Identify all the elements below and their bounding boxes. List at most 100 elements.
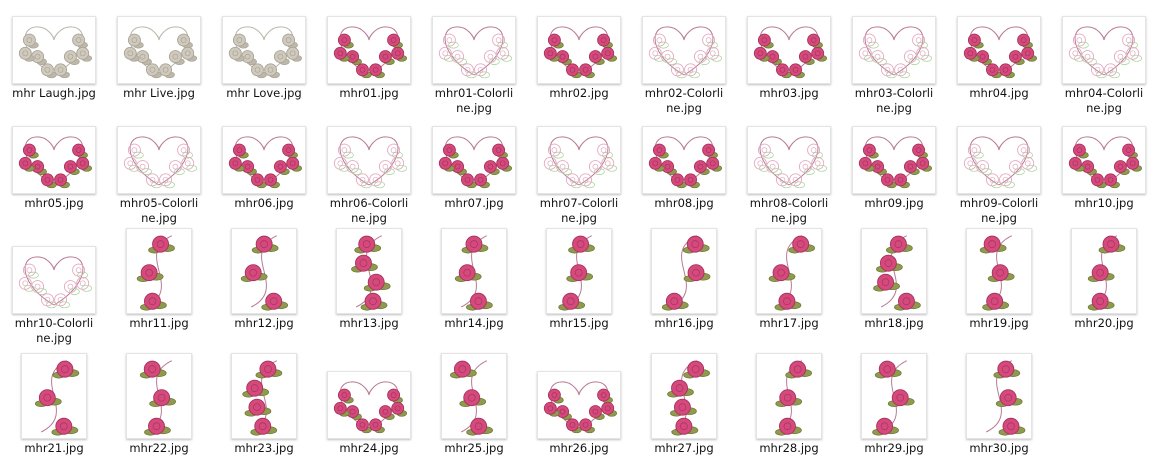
rose-center <box>390 392 397 398</box>
leaf <box>1073 54 1085 62</box>
rose <box>442 143 456 157</box>
rose-center <box>989 176 996 183</box>
rose-center <box>267 176 274 183</box>
rose <box>665 292 683 310</box>
rose-center <box>996 268 1005 277</box>
rose-center <box>289 160 296 167</box>
file-name: mhr02.jpg <box>549 86 609 100</box>
rose <box>588 160 602 174</box>
rose-center <box>382 53 389 60</box>
file-name: mhr19.jpg <box>969 316 1029 330</box>
rose-center <box>26 147 33 153</box>
thumbnail <box>861 228 927 314</box>
leaf <box>392 151 403 159</box>
file-name: mhr09.jpg <box>864 196 924 210</box>
file-name: mhr05-Colorline.jpg <box>119 196 199 225</box>
thumbnail <box>231 353 297 439</box>
leaf <box>164 181 175 189</box>
rose <box>775 63 789 77</box>
rose <box>693 160 707 174</box>
leaf <box>151 181 162 189</box>
rose-center <box>1084 53 1091 60</box>
rose-center <box>604 50 611 57</box>
thumbnail <box>756 228 822 314</box>
thumbnail <box>957 16 1041 84</box>
rose-center <box>499 160 506 167</box>
rose-center <box>814 50 821 57</box>
leaf <box>921 54 933 62</box>
rose-center <box>1094 176 1101 183</box>
rose-center <box>779 66 786 73</box>
rose <box>387 143 401 157</box>
rose-center <box>172 163 179 170</box>
rose <box>687 360 705 378</box>
rose <box>702 143 716 157</box>
rose-center <box>148 297 157 306</box>
rose <box>976 160 990 174</box>
rose <box>391 401 405 415</box>
leaf <box>676 71 687 79</box>
rose-center <box>341 392 348 398</box>
file-name: mhr23.jpg <box>234 441 294 455</box>
leaf <box>699 58 710 65</box>
file-name: mhr13.jpg <box>339 316 399 330</box>
rose-center <box>349 163 356 170</box>
rose-center <box>915 37 922 43</box>
rose <box>378 405 392 419</box>
thumbnail <box>432 16 516 84</box>
file-name: mhr05.jpg <box>24 196 84 210</box>
rose-center <box>79 280 86 287</box>
leaf <box>1026 164 1038 172</box>
leaf <box>804 168 815 175</box>
rose <box>273 160 287 174</box>
rose-center <box>1096 297 1105 306</box>
rose-center <box>184 50 191 57</box>
rose <box>1126 46 1140 60</box>
rose-center <box>79 50 86 57</box>
rose-center <box>569 176 576 183</box>
thumbnail <box>327 126 411 194</box>
rose <box>588 405 602 419</box>
rose-center <box>390 37 397 43</box>
rose-center <box>915 147 922 153</box>
rose <box>367 273 385 291</box>
file-name: mhr27.jpg <box>654 441 714 455</box>
rose-center <box>139 163 146 170</box>
rose <box>1017 33 1031 47</box>
rose <box>967 143 981 157</box>
file-name: mhr07.jpg <box>444 196 504 210</box>
rose <box>22 263 36 277</box>
rose-center <box>258 422 267 431</box>
rose-center <box>1125 37 1132 43</box>
rose-center <box>897 66 904 73</box>
rose-center <box>458 365 467 373</box>
rose-center <box>250 384 259 393</box>
rose <box>248 398 266 416</box>
rose-center <box>145 268 154 277</box>
rose-center <box>769 53 776 60</box>
rose <box>232 33 246 47</box>
rose <box>282 143 296 157</box>
rose <box>686 235 704 253</box>
rose-center <box>582 176 589 183</box>
rose <box>775 173 789 187</box>
rose-center <box>600 392 607 398</box>
heart-outline <box>444 136 504 186</box>
rose <box>181 46 195 60</box>
rose <box>897 292 915 310</box>
rose-center <box>896 393 905 402</box>
rose <box>671 379 688 397</box>
rose <box>894 63 908 77</box>
rose <box>127 143 141 157</box>
rose-center <box>1024 160 1031 167</box>
rose-center <box>184 160 191 167</box>
rose-center <box>495 37 502 43</box>
thumbnail <box>537 371 621 439</box>
rose <box>807 143 821 157</box>
rose-center <box>463 268 472 277</box>
rose <box>463 389 481 407</box>
rose-center <box>691 365 700 373</box>
thumbnail <box>537 16 621 84</box>
rose <box>766 160 780 174</box>
file-name: mhr08.jpg <box>654 196 714 210</box>
